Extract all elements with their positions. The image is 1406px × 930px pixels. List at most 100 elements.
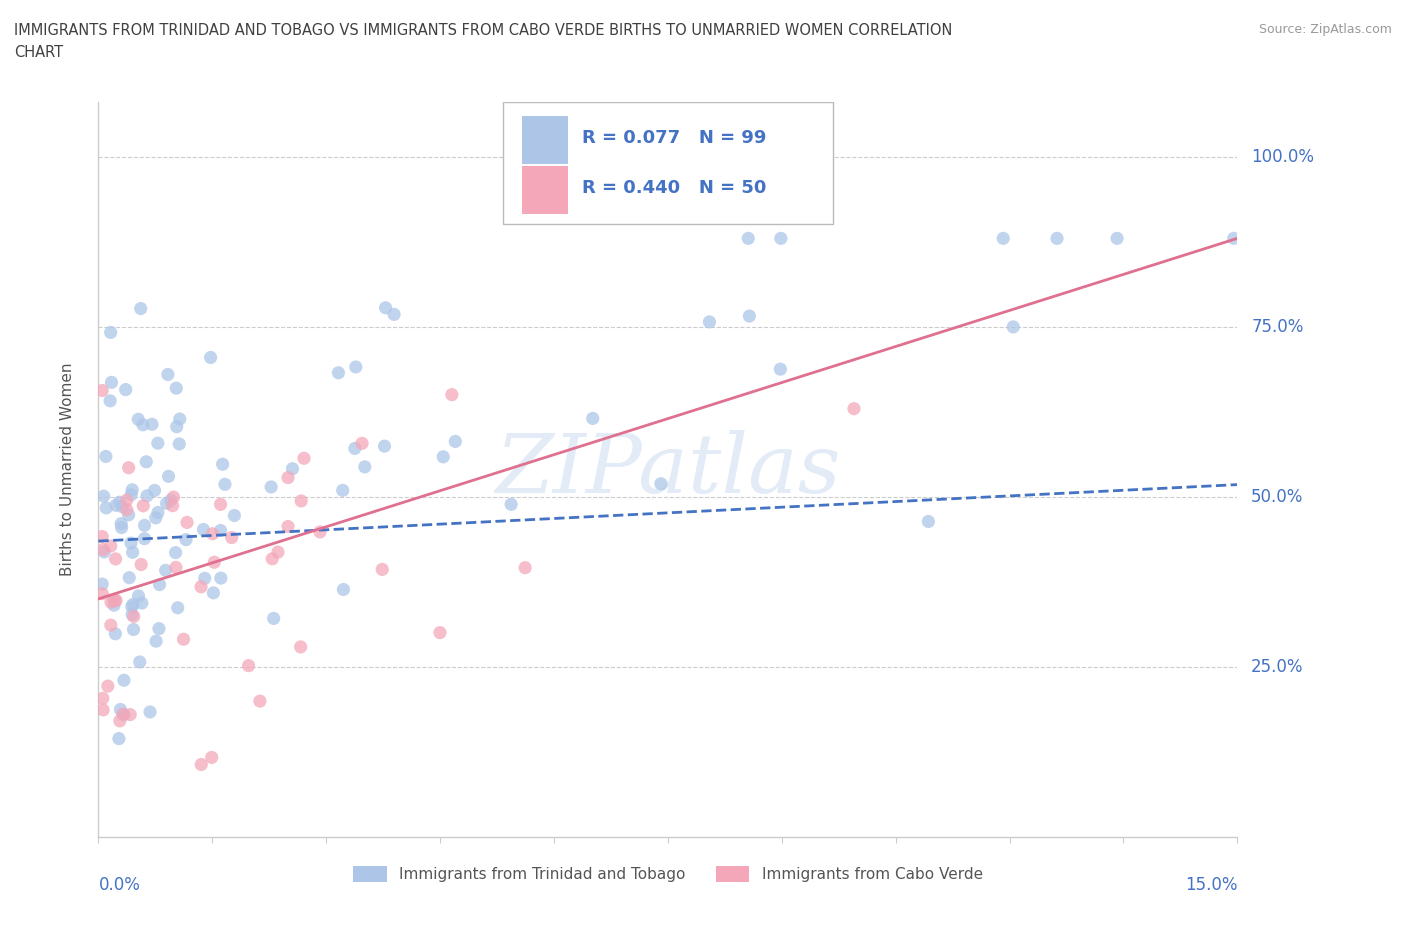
Point (290, 640, 312, 655)
Text: R = 0.077   N = 99: R = 0.077 N = 99 (582, 129, 766, 147)
Text: 25.0%: 25.0% (1251, 658, 1303, 676)
Point (1107, 231, 1129, 246)
Point (214, 477, 236, 492)
Point (343, 441, 366, 456)
Point (277, 519, 299, 534)
Point (202, 555, 225, 570)
Point (108, 713, 131, 728)
Point (100, 595, 122, 610)
Point (650, 476, 672, 491)
Point (108, 495, 131, 510)
Point (267, 545, 290, 560)
Point (842, 401, 865, 416)
FancyBboxPatch shape (503, 102, 832, 223)
Y-axis label: Births to Unmarried Women: Births to Unmarried Women (60, 363, 75, 577)
Point (132, 498, 155, 513)
Point (162, 490, 184, 505)
Point (292, 451, 315, 466)
Point (96, 500, 118, 515)
Point (155, 563, 177, 578)
Text: 100.0%: 100.0% (1251, 148, 1315, 166)
Point (134, 531, 156, 546)
Point (104, 626, 127, 641)
Point (166, 601, 188, 616)
Text: 15.0%: 15.0% (1185, 876, 1237, 894)
Point (1002, 320, 1025, 335)
Point (91, 702, 114, 717)
Point (139, 705, 162, 720)
Point (91, 586, 114, 601)
Point (371, 562, 394, 577)
Point (127, 412, 149, 427)
Point (444, 434, 467, 449)
Point (513, 560, 536, 575)
Point (104, 551, 127, 566)
Text: 50.0%: 50.0% (1251, 488, 1303, 506)
Point (165, 560, 187, 575)
Point (122, 609, 145, 624)
Point (129, 557, 152, 572)
Point (110, 520, 132, 535)
Point (173, 631, 195, 646)
Point (200, 350, 222, 365)
Point (103, 593, 125, 608)
Text: CHART: CHART (14, 45, 63, 60)
Point (105, 593, 128, 608)
Point (238, 658, 260, 673)
Point (582, 411, 605, 426)
Point (121, 545, 143, 560)
Point (260, 480, 283, 495)
Point (146, 436, 169, 451)
Point (249, 694, 271, 709)
Text: 75.0%: 75.0% (1251, 318, 1303, 336)
Point (290, 494, 312, 509)
Point (121, 483, 143, 498)
Point (103, 598, 125, 613)
Point (193, 522, 215, 537)
Point (115, 493, 138, 508)
Bar (522, 116, 568, 164)
Point (120, 707, 142, 722)
Point (156, 367, 179, 382)
Point (145, 511, 167, 525)
Point (209, 497, 232, 512)
Point (202, 586, 225, 601)
Point (501, 497, 523, 512)
Point (382, 307, 405, 322)
Point (350, 436, 373, 451)
Bar (522, 166, 568, 214)
Point (115, 502, 138, 517)
Point (176, 515, 198, 530)
Point (148, 621, 170, 636)
Point (167, 436, 190, 451)
Point (328, 365, 350, 380)
Point (1222, 231, 1244, 246)
Point (262, 551, 284, 566)
Point (332, 582, 354, 597)
Text: ZIPatlas: ZIPatlas (495, 430, 841, 510)
Point (94, 449, 117, 464)
Point (174, 532, 197, 547)
Point (209, 571, 232, 586)
Point (110, 516, 132, 531)
Point (117, 460, 139, 475)
Point (224, 508, 246, 523)
Point (110, 702, 132, 717)
Point (373, 439, 395, 454)
Point (432, 449, 454, 464)
Point (201, 750, 224, 764)
Point (91, 529, 114, 544)
Point (91, 383, 114, 398)
Point (100, 375, 122, 390)
Point (190, 579, 212, 594)
Point (120, 536, 142, 551)
Point (131, 595, 153, 610)
Point (166, 419, 188, 434)
Point (118, 570, 141, 585)
Point (93, 488, 115, 503)
Point (699, 314, 721, 329)
Point (132, 418, 155, 432)
Point (100, 538, 122, 553)
Point (353, 459, 375, 474)
Point (201, 526, 224, 541)
